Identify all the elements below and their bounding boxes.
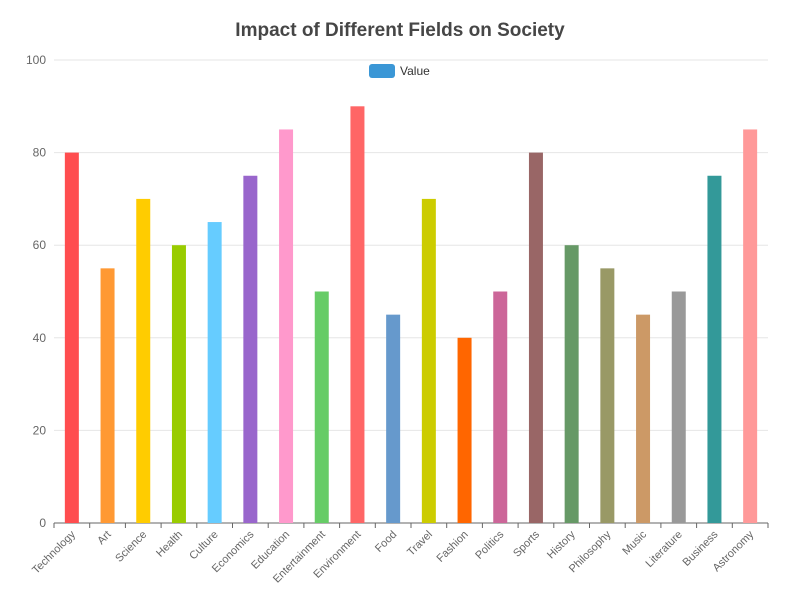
x-tick-label: Health xyxy=(154,529,185,560)
y-tick-label: 0 xyxy=(39,516,46,530)
bar-politics xyxy=(493,291,508,523)
x-tick-label: Technology xyxy=(30,528,78,576)
x-tick-label: Politics xyxy=(473,528,506,561)
bar-technology xyxy=(64,152,79,523)
bar-culture xyxy=(207,222,222,524)
x-tick-label: Science xyxy=(113,529,149,565)
bar-history xyxy=(564,245,579,523)
y-tick-label: 40 xyxy=(33,331,47,345)
bar-music xyxy=(636,314,651,523)
bar-entertainment xyxy=(314,291,329,523)
chart-title: Impact of Different Fields on Society xyxy=(235,20,565,41)
x-tick-label: Music xyxy=(620,528,649,557)
bar-sports xyxy=(528,152,543,523)
bar-economics xyxy=(243,175,258,523)
x-tick-label: Travel xyxy=(405,529,435,559)
bar-education xyxy=(279,129,294,523)
x-tick-label: Art xyxy=(95,529,113,547)
bar-business xyxy=(707,175,722,523)
x-tick-label: Culture xyxy=(187,529,221,563)
bar-literature xyxy=(671,291,686,523)
x-tick-label: Fashion xyxy=(435,529,471,565)
bar-travel xyxy=(421,198,436,523)
x-tick-label: History xyxy=(545,528,578,561)
bar-environment xyxy=(350,106,365,524)
legend-label: Value xyxy=(400,64,430,78)
bar-science xyxy=(136,198,151,523)
bar-food xyxy=(386,314,401,523)
x-tick-label: Sports xyxy=(511,528,542,559)
bar-fashion xyxy=(457,337,472,523)
y-tick-label: 100 xyxy=(26,53,46,67)
bar-art xyxy=(100,268,115,523)
y-tick-label: 20 xyxy=(33,423,47,437)
legend-swatch xyxy=(369,64,395,78)
bar-philosophy xyxy=(600,268,615,523)
bar-astronomy xyxy=(743,129,758,523)
y-tick-label: 80 xyxy=(33,146,47,160)
bar-health xyxy=(171,245,186,523)
x-tick-label: Food xyxy=(373,529,399,555)
x-tick-label: Literature xyxy=(644,529,685,570)
y-tick-label: 60 xyxy=(33,238,47,252)
